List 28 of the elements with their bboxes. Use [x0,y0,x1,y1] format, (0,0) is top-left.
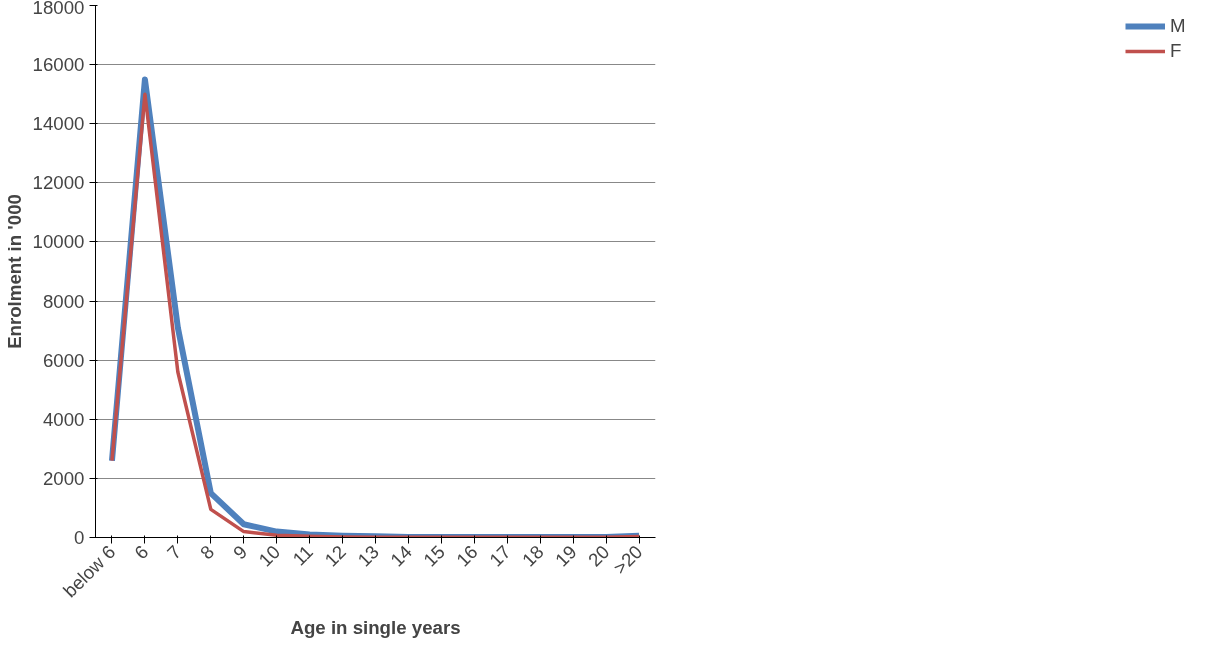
y-tick-label: 14000 [32,113,85,135]
y-tick-label: 8000 [43,290,85,312]
y-tick-label: 16000 [32,54,85,76]
y-tick-label: 0 [74,527,85,548]
x-tick-label: 8 [196,541,219,564]
x-tick-label: 7 [163,541,186,564]
x-tick-label: 10 [254,541,285,571]
legend-label: M [1170,15,1187,37]
x-tick-label: 12 [320,541,350,571]
y-tick-label: 4000 [43,408,85,430]
y-tick-label: 6000 [43,349,85,371]
x-tick-label: 17 [485,541,515,571]
x-tick-label: 11 [288,541,318,570]
y-tick-label: 10000 [32,231,85,253]
x-tick-label: 6 [130,541,153,564]
y-axis-title: Enrolment in '000 [3,194,25,349]
y-tick-label: 2000 [43,467,85,489]
x-tick-label: 16 [452,541,482,571]
y-tick-label: 12000 [32,172,85,194]
x-tick-label: 13 [353,541,383,571]
y-tick-label: 18000 [32,0,85,18]
x-axis-title: Age in single years [290,616,461,638]
x-tick-label: 14 [386,541,416,571]
x-tick-label: 9 [228,541,252,564]
x-tick-label: 18 [518,541,548,571]
legend-label: F [1170,40,1183,62]
x-tick-label: 19 [551,541,581,571]
x-tick-label: 15 [419,541,449,571]
